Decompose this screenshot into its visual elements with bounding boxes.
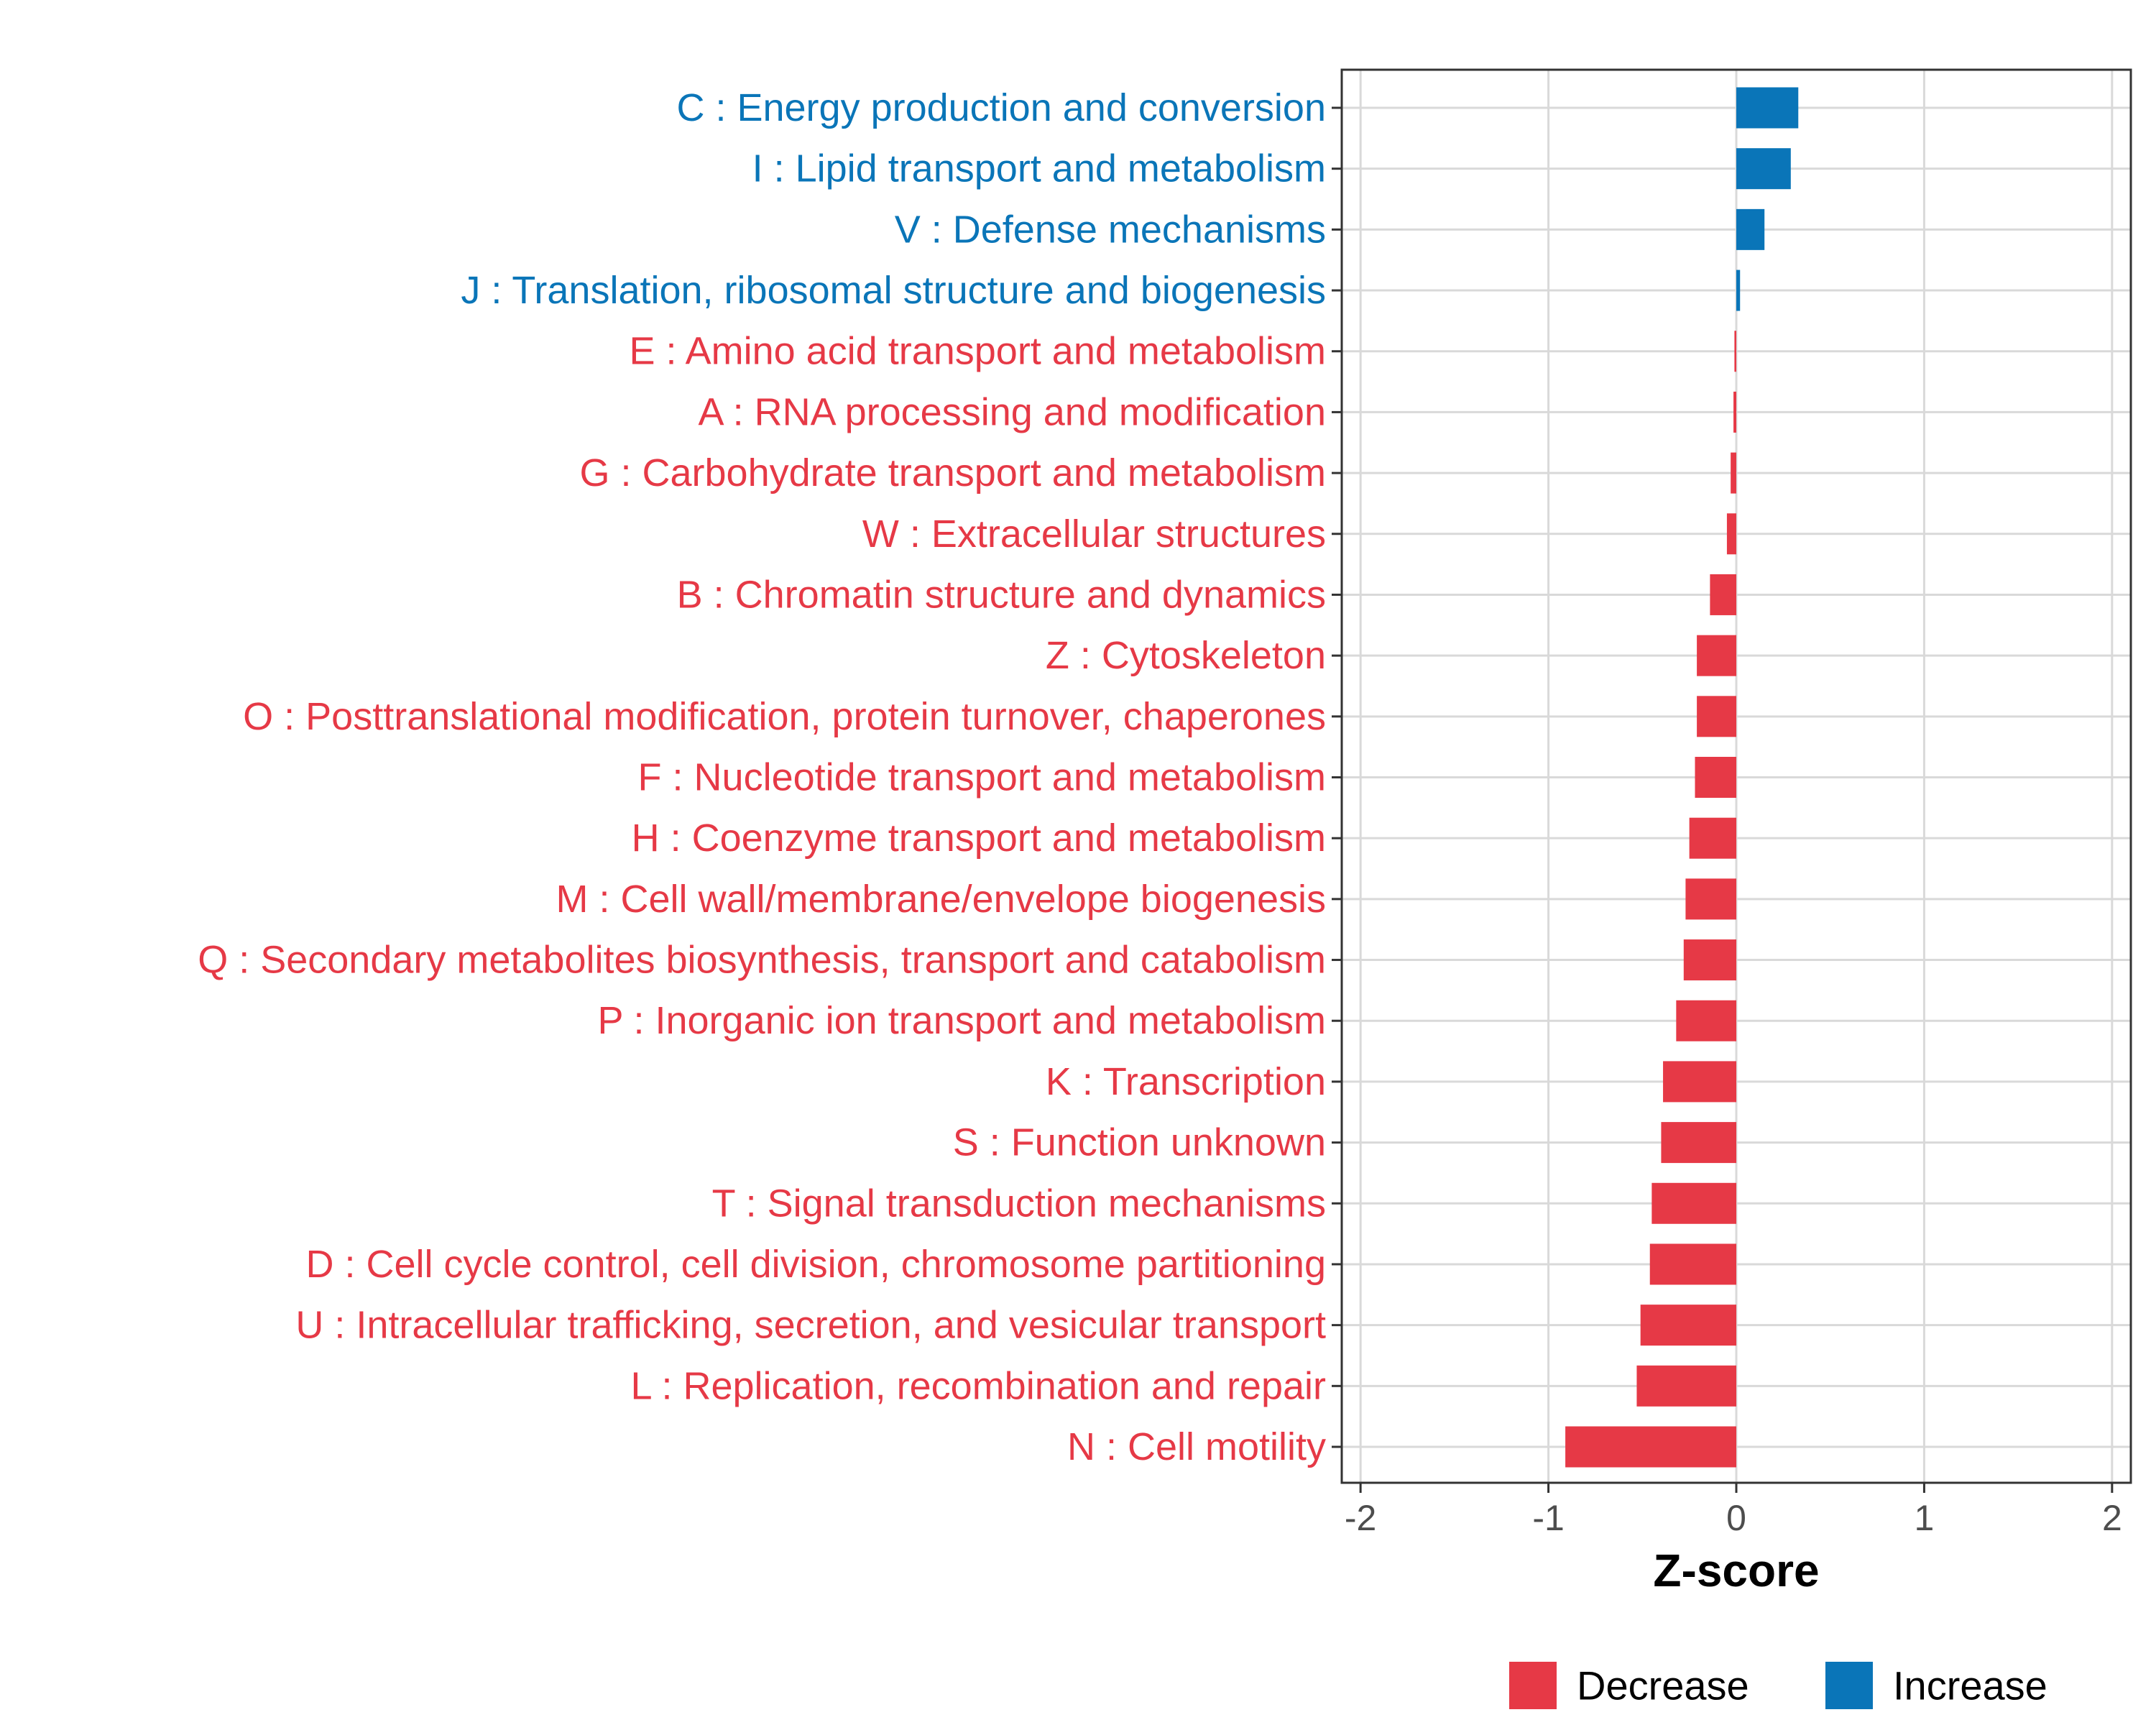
category-label: W : Extracellular structures	[862, 512, 1326, 556]
bar-decrease	[1734, 331, 1736, 372]
legend-label-decrease: Decrease	[1577, 1663, 1749, 1708]
x-tick-label: 2	[2102, 1498, 2122, 1538]
category-label: P : Inorganic ion transport and metaboli…	[597, 999, 1326, 1042]
category-label: L : Replication, recombination and repai…	[630, 1364, 1326, 1407]
bar-decrease	[1640, 1305, 1736, 1346]
bar-decrease	[1697, 696, 1736, 737]
bar-decrease	[1695, 757, 1736, 798]
category-label: I : Lipid transport and metabolism	[752, 147, 1326, 190]
x-tick-label: -1	[1532, 1498, 1564, 1538]
category-label: F : Nucleotide transport and metabolism	[638, 756, 1326, 799]
y-axis: C : Energy production and conversion I : …	[198, 86, 1342, 1468]
bars	[1565, 87, 1799, 1468]
category-label: B : Chromatin structure and dynamics	[677, 573, 1326, 616]
category-label: G : Carbohydrate transport and metabolis…	[580, 451, 1327, 494]
bar-decrease	[1636, 1365, 1736, 1407]
x-tick-label: -2	[1345, 1498, 1376, 1538]
bar-decrease	[1726, 513, 1736, 555]
x-axis-title: Z-score	[1653, 1545, 1819, 1596]
category-label: K : Transcription	[1046, 1060, 1326, 1103]
bar-increase	[1736, 148, 1791, 190]
bar-decrease	[1689, 817, 1736, 859]
x-tick-label: 1	[1915, 1498, 1935, 1538]
category-label: Z : Cytoskeleton	[1046, 634, 1326, 677]
category-label: J : Translation, ribosomal structure and…	[461, 269, 1326, 312]
legend: Decrease Increase	[1509, 1662, 2047, 1709]
legend-swatch-decrease	[1509, 1662, 1557, 1709]
category-label: E : Amino acid transport and metabolism	[630, 330, 1326, 373]
legend-label-increase: Increase	[1893, 1663, 2047, 1708]
category-label: O : Posttranslational modification, prot…	[243, 695, 1326, 738]
x-tick-label: 0	[1726, 1498, 1746, 1538]
bar-decrease	[1565, 1426, 1736, 1468]
category-label: H : Coenzyme transport and metabolism	[632, 816, 1326, 860]
bar-decrease	[1685, 878, 1736, 920]
category-label: A : RNA processing and modification	[699, 390, 1326, 433]
bar-decrease	[1651, 1182, 1736, 1224]
category-label: D : Cell cycle control, cell division, c…	[305, 1243, 1326, 1286]
category-label: C : Energy production and conversion	[676, 86, 1326, 129]
category-label: T : Signal transduction mechanisms	[712, 1182, 1326, 1225]
category-label: U : Intracellular trafficking, secretion…	[295, 1304, 1326, 1347]
category-label: S : Function unknown	[953, 1121, 1326, 1164]
bar-decrease	[1731, 452, 1736, 494]
bar-decrease	[1661, 1122, 1736, 1164]
bar-increase	[1736, 270, 1741, 311]
bar-decrease	[1676, 1000, 1736, 1041]
bar-decrease	[1649, 1243, 1736, 1285]
bar-decrease	[1733, 391, 1736, 433]
bar-decrease	[1697, 635, 1736, 676]
bar-increase	[1736, 208, 1765, 250]
category-label: N : Cell motility	[1067, 1425, 1326, 1468]
legend-swatch-increase	[1825, 1662, 1873, 1709]
bar-decrease	[1710, 574, 1736, 615]
bar-increase	[1736, 87, 1799, 129]
x-axis: -2 -1 0 1 2	[1345, 1483, 2122, 1538]
category-label: Q : Secondary metabolites biosynthesis, …	[198, 939, 1326, 982]
category-label: V : Defense mechanisms	[895, 208, 1326, 251]
bar-decrease	[1663, 1061, 1736, 1103]
bar-decrease	[1683, 939, 1736, 981]
category-label: M : Cell wall/membrane/envelope biogenes…	[556, 878, 1326, 921]
